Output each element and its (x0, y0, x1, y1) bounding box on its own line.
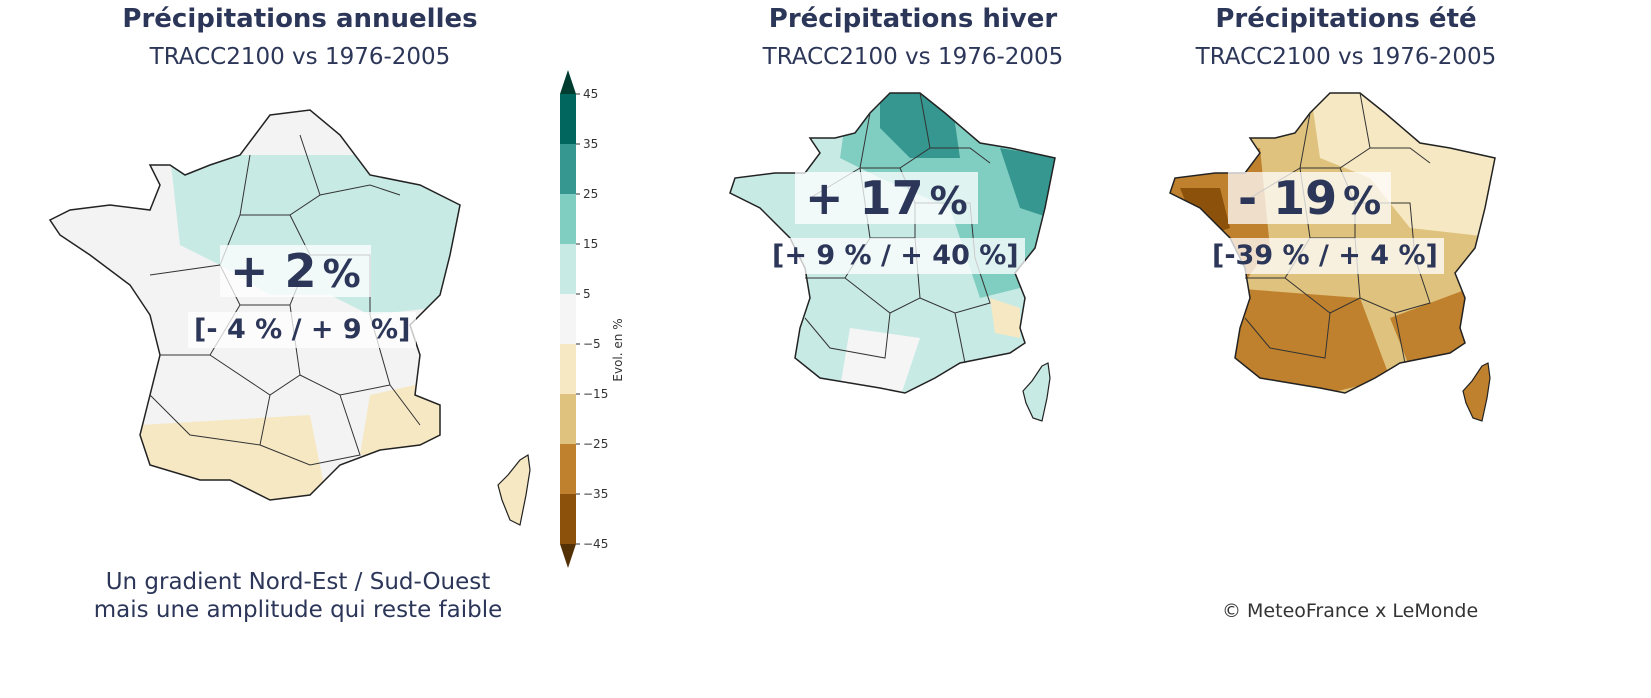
colorbar-segment (560, 244, 576, 294)
colorbar-segment (560, 194, 576, 244)
winter-value-unit: % (929, 179, 968, 223)
colorbar-tick-label: 35 (583, 137, 598, 151)
winter-value-label: + 17% (795, 172, 978, 224)
colorbar-segment (560, 294, 576, 344)
colorbar-segment (560, 494, 576, 544)
colorbar-tick-label: −45 (583, 537, 608, 551)
summer-panel-title: Précipitations été (1215, 4, 1477, 34)
summer-value-unit: % (1343, 179, 1382, 223)
credit: © MeteoFrance x LeMonde (1222, 600, 1479, 622)
colorbar-segment (560, 144, 576, 194)
winter-corsica (1022, 362, 1051, 422)
colorbar-tick-label: 45 (583, 87, 598, 101)
summer-value: - 19 (1238, 171, 1338, 225)
colorbar-tick-label: −25 (583, 437, 608, 451)
annual-value-unit: % (322, 252, 361, 296)
summer-corsica (1462, 362, 1491, 422)
annual-precipitation-map (48, 109, 531, 526)
annual-corsica (497, 453, 531, 526)
annual-range: [- 4 % / + 9 %] (188, 312, 417, 348)
colorbar-tick-label: −5 (583, 337, 601, 351)
annual-value: + 2 (230, 244, 317, 298)
winter-value: + 17 (805, 171, 924, 225)
colorbar-tick-label: 25 (583, 187, 598, 201)
colorbar-label: Evol. en % (611, 318, 625, 381)
winter-panel-subtitle: TRACC2100 vs 1976-2005 (762, 44, 1064, 70)
colorbar-extend-top (560, 70, 576, 94)
colorbar: 45 35 25 15 5 −5 −15 −25 −35 −45 Evol. en % (560, 70, 625, 568)
colorbar-extend-bottom (560, 544, 576, 568)
annual-value-label: + 2% (220, 245, 371, 297)
winter-range: [+ 9 % / + 40 %] (766, 238, 1025, 274)
colorbar-segment (560, 394, 576, 444)
colorbar-tick-label: 5 (583, 287, 591, 301)
colorbar-segment (560, 94, 576, 144)
colorbar-tick-label: −15 (583, 387, 608, 401)
annual-panel-title: Précipitations annuelles (122, 4, 478, 34)
summer-range: [-39 % / + 4 %] (1206, 238, 1444, 274)
summer-value-label: - 19% (1228, 171, 1392, 225)
caption: Un gradient Nord-Est / Sud-Ouest mais un… (28, 568, 568, 624)
colorbar-segment (560, 344, 576, 394)
colorbar-tick-label: 15 (583, 237, 598, 251)
colorbar-segment (560, 444, 576, 494)
winter-panel-title: Précipitations hiver (768, 4, 1058, 34)
annual-panel-subtitle: TRACC2100 vs 1976-2005 (149, 44, 451, 70)
summer-panel-subtitle: TRACC2100 vs 1976-2005 (1195, 44, 1497, 70)
caption-line-1: Un gradient Nord-Est / Sud-Ouest (105, 569, 491, 595)
colorbar-tick-label: −35 (583, 487, 608, 501)
caption-line-2: mais une amplitude qui reste faible (93, 597, 503, 623)
